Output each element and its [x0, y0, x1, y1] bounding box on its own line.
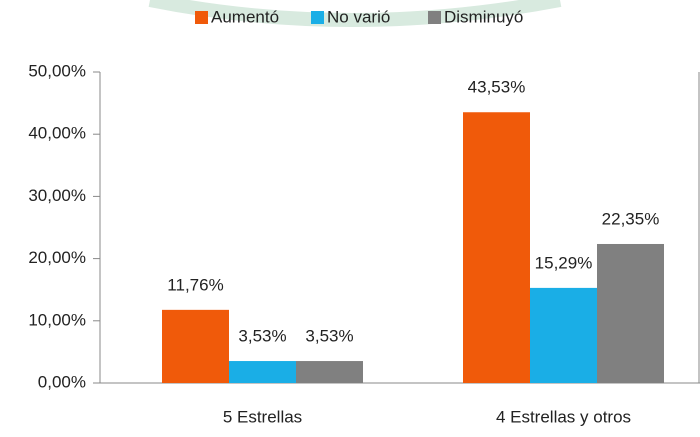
bar — [162, 309, 229, 383]
legend-label: Aumentó — [211, 7, 279, 26]
y-tick-label: 30,00% — [28, 186, 86, 205]
y-tick-label: 20,00% — [28, 248, 86, 267]
legend-swatch — [428, 11, 441, 24]
value-label: 11,76% — [167, 275, 223, 294]
value-label: 3,53% — [305, 327, 353, 346]
y-tick-label: 50,00% — [28, 61, 86, 80]
y-tick-label: 0,00% — [38, 372, 86, 391]
x-tick-label: 4 Estrellas y otros — [496, 407, 631, 426]
legend-label: Disminuyó — [444, 7, 523, 26]
y-tick-label: 40,00% — [28, 124, 86, 143]
x-tick-label: 5 Estrellas — [223, 407, 302, 426]
background-decoration — [148, 0, 562, 27]
value-label: 22,35% — [602, 209, 660, 228]
bar — [597, 243, 664, 383]
bar — [229, 361, 296, 383]
legend-label: No varió — [327, 7, 390, 26]
value-label: 43,53% — [468, 78, 526, 97]
bar — [530, 287, 597, 383]
value-label: 15,29% — [535, 253, 593, 272]
bar — [463, 112, 530, 383]
legend-swatch — [195, 11, 208, 24]
value-label: 3,53% — [238, 327, 286, 346]
bar — [296, 361, 363, 383]
y-tick-label: 10,00% — [28, 310, 86, 329]
legend-swatch — [311, 11, 324, 24]
